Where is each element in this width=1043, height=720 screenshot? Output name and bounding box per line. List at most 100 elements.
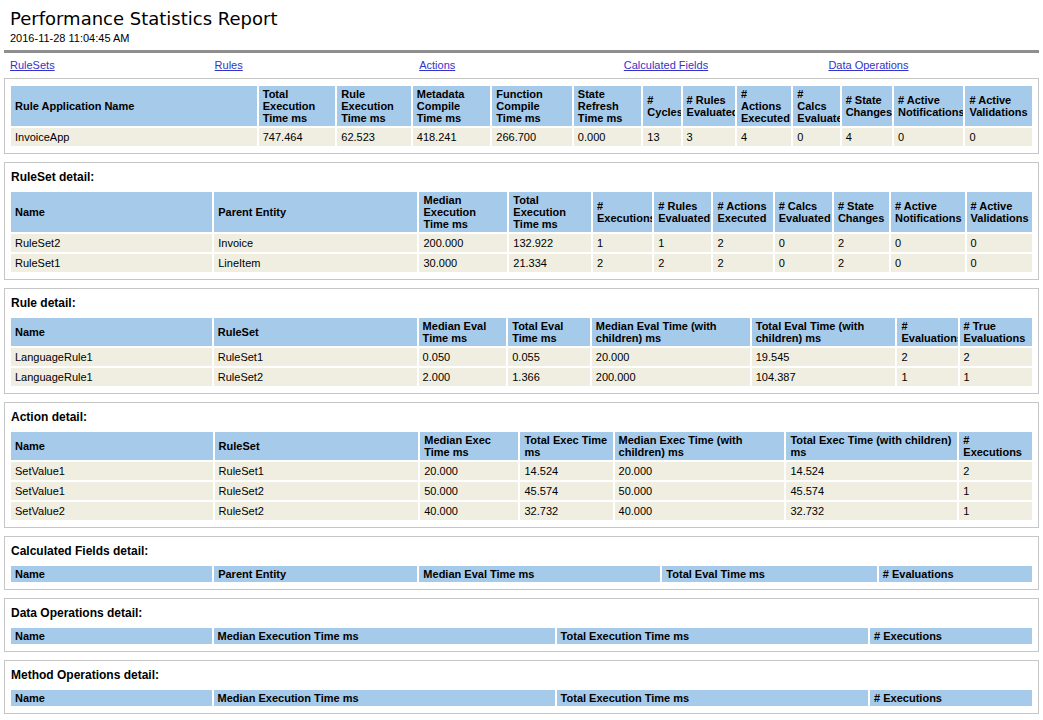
table-cell: 21.334 xyxy=(509,254,591,272)
column-header: # Executions xyxy=(870,690,1032,706)
section-heading: Action detail: xyxy=(11,410,1032,424)
table-cell: LanguageRule1 xyxy=(11,368,212,386)
column-header: Function Compile Time ms xyxy=(492,86,572,126)
column-header: Name xyxy=(11,566,212,582)
column-header: Rule Execution Time ms xyxy=(337,86,411,126)
column-header: Name xyxy=(11,628,212,644)
column-header: Name xyxy=(11,690,212,706)
table-row: LanguageRule1RuleSet22.0001.366200.00010… xyxy=(11,368,1032,386)
table-cell: 2 xyxy=(834,234,889,252)
nav-link-actions[interactable]: Actions xyxy=(419,59,455,71)
table-cell: 50.000 xyxy=(615,482,785,500)
column-header: Total Exec Time (with children) ms xyxy=(786,432,957,460)
table-cell: 45.574 xyxy=(520,482,612,500)
column-header: # Active Notifications xyxy=(891,192,965,232)
table-cell: 1 xyxy=(593,234,652,252)
table-cell: 0 xyxy=(891,234,965,252)
table-cell: RuleSet1 xyxy=(214,348,417,366)
column-header: RuleSet xyxy=(214,318,417,346)
section-heading: Calculated Fields detail: xyxy=(11,544,1032,558)
column-header: # Evaluations xyxy=(879,566,1032,582)
header-row: NameRuleSetMedian Exec Time msTotal Exec… xyxy=(11,432,1032,460)
section-action-detail: Action detail: NameRuleSetMedian Exec Ti… xyxy=(4,402,1039,528)
table-cell: 2 xyxy=(713,234,772,252)
table-cell: 0 xyxy=(891,254,965,272)
table-cell: 2 xyxy=(960,348,1032,366)
table-cell: 32.732 xyxy=(786,502,957,520)
table-cell: 20.000 xyxy=(615,462,785,480)
table-cell: 45.574 xyxy=(786,482,957,500)
column-header: Total Execution Time ms xyxy=(557,628,869,644)
column-header: # True Evaluations xyxy=(960,318,1032,346)
table-cell: RuleSet2 xyxy=(11,234,212,252)
table-cell: 1 xyxy=(654,234,711,252)
table-cell: 266.700 xyxy=(492,128,572,146)
column-header: Median Eval Time (with children) ms xyxy=(592,318,750,346)
column-header: Median Eval Time ms xyxy=(419,566,660,582)
section-data-operations-detail: Data Operations detail: NameMedian Execu… xyxy=(4,598,1039,652)
table-cell: 0 xyxy=(894,128,963,146)
section-ruleset-detail: RuleSet detail: NameParent EntityMedian … xyxy=(4,162,1039,280)
table-cell: 14.524 xyxy=(520,462,612,480)
column-header: Parent Entity xyxy=(214,566,417,582)
table-cell: 40.000 xyxy=(615,502,785,520)
nav-link-rulesets[interactable]: RuleSets xyxy=(10,59,55,71)
table-cell: InvoiceApp xyxy=(11,128,257,146)
table-cell: 0 xyxy=(967,254,1032,272)
section-rule-application: Rule Application NameTotal Execution Tim… xyxy=(4,78,1039,154)
table-cell: 19.545 xyxy=(752,348,896,366)
section-heading: RuleSet detail: xyxy=(11,170,1032,184)
column-header: # Rules Evaluated xyxy=(654,192,711,232)
column-header: Total Execution Time ms xyxy=(509,192,591,232)
section-heading: Method Operations detail: xyxy=(11,668,1032,682)
nav-link-data-operations[interactable]: Data Operations xyxy=(828,59,908,71)
table-cell: 0.050 xyxy=(419,348,507,366)
column-header: Total Eval Time ms xyxy=(508,318,590,346)
table-cell: 2.000 xyxy=(419,368,507,386)
column-header: # Active Validations xyxy=(965,86,1032,126)
table-cell: 418.241 xyxy=(413,128,491,146)
nav-link-calculated-fields[interactable]: Calculated Fields xyxy=(624,59,708,71)
column-header: Name xyxy=(11,318,212,346)
table-cell: 132.922 xyxy=(509,234,591,252)
rule-application-table: Rule Application NameTotal Execution Tim… xyxy=(9,84,1034,148)
table-cell: 2 xyxy=(713,254,772,272)
table-cell: 13 xyxy=(643,128,680,146)
table-cell: 1 xyxy=(959,502,1032,520)
column-header: Rule Application Name xyxy=(11,86,257,126)
column-header: Total Execution Time ms xyxy=(259,86,336,126)
table-cell: 1 xyxy=(959,482,1032,500)
table-cell: 1 xyxy=(897,368,957,386)
table-cell: 0 xyxy=(967,234,1032,252)
table-cell: 30.000 xyxy=(419,254,507,272)
header-row: NameParent EntityMedian Execution Time m… xyxy=(11,192,1032,232)
table-cell: 4 xyxy=(842,128,892,146)
table-row: RuleSet1LineItem30.00021.3342220200 xyxy=(11,254,1032,272)
table-cell: 0 xyxy=(965,128,1032,146)
table-cell: RuleSet1 xyxy=(11,254,212,272)
report-nav: RuleSets Rules Actions Calculated Fields… xyxy=(10,59,1033,71)
report-timestamp: 2016-11-28 11:04:45 AM xyxy=(10,32,1033,44)
table-cell: 200.000 xyxy=(592,368,750,386)
column-header: # State Changes xyxy=(842,86,892,126)
action-detail-table: NameRuleSetMedian Exec Time msTotal Exec… xyxy=(9,430,1034,522)
section-calculated-fields-detail: Calculated Fields detail: NameParent Ent… xyxy=(4,536,1039,590)
table-cell: 3 xyxy=(683,128,735,146)
table-cell: 0 xyxy=(793,128,839,146)
column-header: State Refresh Time ms xyxy=(574,86,641,126)
table-cell: 0 xyxy=(775,234,832,252)
header-row: Rule Application NameTotal Execution Tim… xyxy=(11,86,1032,126)
section-heading: Data Operations detail: xyxy=(11,606,1032,620)
table-cell: RuleSet2 xyxy=(215,482,419,500)
column-header: # Actions Executed xyxy=(713,192,772,232)
header-row: NameMedian Execution Time msTotal Execut… xyxy=(11,690,1032,706)
column-header: Total Eval Time (with children) ms xyxy=(752,318,896,346)
column-header: Median Execution Time ms xyxy=(419,192,507,232)
nav-link-rules[interactable]: Rules xyxy=(215,59,243,71)
column-header: # Rules Evaluated xyxy=(683,86,735,126)
table-cell: SetValue1 xyxy=(11,482,213,500)
table-cell: 4 xyxy=(737,128,791,146)
column-header: Median Execution Time ms xyxy=(214,628,555,644)
column-header: # Active Validations xyxy=(967,192,1032,232)
table-cell: SetValue2 xyxy=(11,502,213,520)
